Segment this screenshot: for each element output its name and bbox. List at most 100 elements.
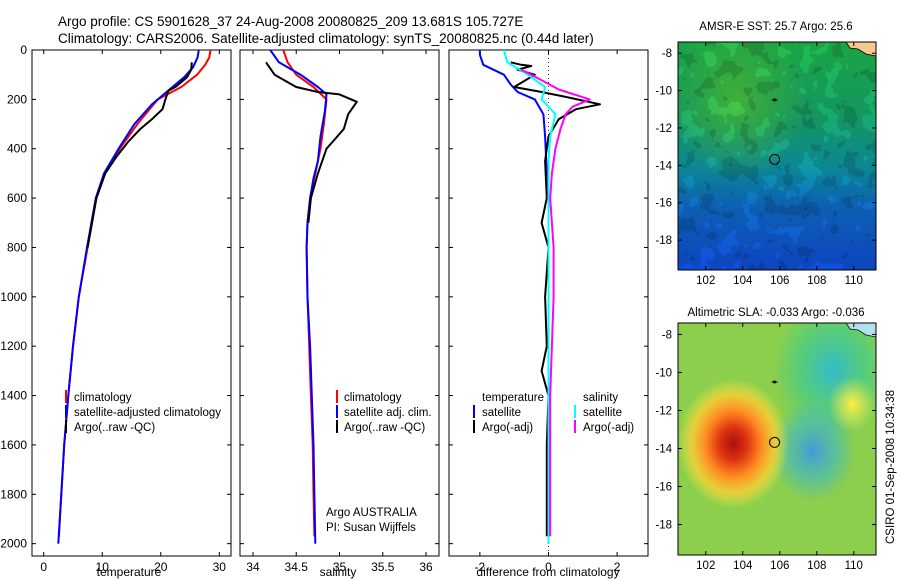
x-tick-label: 0 — [545, 560, 552, 574]
y-tick-label: 0 — [20, 43, 27, 57]
float-track-dot — [773, 380, 777, 384]
float-track-dot — [773, 98, 777, 102]
map-y-tick-label: -16 — [655, 482, 672, 494]
x-tick-label: -2 — [475, 560, 486, 574]
y-tick-label: 600 — [7, 191, 27, 205]
map-y-tick-label: -10 — [655, 367, 672, 379]
panel-frame — [31, 49, 232, 557]
salinity-satellite-line — [502, 50, 557, 544]
salinity-profile-panel: 34 34.5 35 35.5 36 salinity climatology sate… — [239, 49, 440, 579]
x-tick-label: 36 — [419, 560, 433, 574]
sst-colour-field — [678, 41, 877, 270]
salinity-profile-lines — [265, 50, 358, 544]
y-tick-label: 2000 — [0, 537, 27, 551]
temperature-profile-panel: 0 10 20 30 0 200 400 600 800 1000 1200 1400 1600 1800… — [0, 43, 232, 579]
map-y-tick-label: -8 — [662, 329, 672, 341]
y-tick-label: 400 — [7, 142, 27, 156]
x-tick-label: 35.5 — [371, 560, 395, 574]
y-tick-label: 1000 — [0, 290, 27, 304]
panel-frame — [239, 49, 440, 557]
map-y-tick-label: -14 — [655, 160, 672, 172]
map-x-tick-label: 110 — [845, 560, 863, 572]
map-y-tick-label: -10 — [655, 86, 672, 98]
legend-label-temp-argo: Argo(-adj) — [482, 422, 533, 434]
map-x-tick-label: 106 — [770, 275, 789, 287]
map-y-tick-label: -8 — [662, 48, 672, 60]
temperature-axis-ticks: 0 10 20 30 0 200 400 600 800 1000 1200 1400 1600 1800… — [0, 43, 231, 574]
map-x-tick-label: 102 — [696, 275, 715, 287]
difference-profile-lines — [478, 50, 601, 544]
map-x-tick-label: 102 — [696, 560, 715, 572]
salinity-axis-ticks: 34 34.5 35 35.5 36 — [240, 49, 439, 574]
sla-colour-field — [678, 322, 877, 555]
y-tick-label: 1800 — [0, 487, 27, 501]
legend-label-satellite: satellite adj. clim. — [344, 407, 432, 419]
legend-label-climatology: climatology — [74, 392, 132, 404]
legend-label-temp-satellite: satellite — [482, 407, 521, 419]
y-tick-label: 200 — [7, 92, 27, 106]
map-x-tick-label: 106 — [770, 560, 789, 572]
legend-heading-salinity: salinity — [583, 392, 618, 404]
legend-heading-temperature: temperature — [482, 392, 544, 404]
map-y-tick-label: -18 — [655, 235, 672, 247]
map-x-tick-label: 108 — [807, 275, 826, 287]
legend-label-sal-satellite: satellite — [583, 407, 622, 419]
argo-raw-qc-line — [86, 62, 193, 248]
figure-title-line2: Climatology: CARS2006. Satellite-adjuste… — [58, 31, 594, 46]
legend-label-satellite: satellite-adjusted climatology — [74, 407, 221, 419]
x-tick-label: 2 — [614, 560, 621, 574]
sst-map-title: AMSR-E SST: 25.7 Argo: 25.6 — [699, 21, 852, 33]
figure-title-line1: Argo profile: CS 5901628_37 24-Aug-2008 … — [58, 14, 523, 29]
x-tick-label: 34.5 — [285, 560, 309, 574]
profile-location-marker — [769, 436, 781, 448]
map-y-tick-label: -12 — [655, 123, 672, 135]
map-x-tick-label: 104 — [733, 560, 753, 572]
legend-label-climatology: climatology — [344, 392, 402, 404]
csiro-timestamp: CSIRO 01-Sep-2008 10:34:38 — [885, 390, 897, 544]
map-y-tick-label: -12 — [655, 405, 672, 417]
map-x-tick-label: 104 — [733, 275, 753, 287]
x-tick-label: 35 — [333, 560, 347, 574]
legend-label-argo: Argo(..raw -QC) — [344, 422, 425, 434]
sla-map-panel: Altimetric SLA: -0.033 Argo: -0.036 102 1… — [655, 307, 877, 572]
map-y-tick-label: -14 — [655, 444, 672, 456]
sla-map-frame — [677, 322, 877, 556]
y-tick-label: 800 — [7, 240, 27, 254]
map-x-tick-label: 110 — [845, 275, 863, 287]
legend-label-argo: Argo(..raw -QC) — [74, 422, 155, 434]
credit-pi: PI: Susan Wijffels — [326, 522, 416, 534]
difference-axis-ticks: -2 0 2 — [449, 49, 648, 574]
y-tick-label: 1600 — [0, 438, 27, 452]
y-tick-label: 1400 — [0, 389, 27, 403]
map-y-tick-label: -18 — [655, 520, 672, 532]
map-y-tick-label: -16 — [655, 198, 672, 210]
temperature-axis-label: temperature — [97, 565, 162, 579]
x-tick-label: 34 — [246, 560, 260, 574]
x-tick-label: 0 — [40, 560, 47, 574]
y-tick-label: 1200 — [0, 339, 27, 353]
salinity-legend: climatology satellite adj. clim. Argo(..… — [336, 390, 432, 434]
sla-map-title: Altimetric SLA: -0.033 Argo: -0.036 — [687, 307, 864, 319]
credit-program: Argo AUSTRALIA — [326, 507, 417, 519]
legend-label-sal-argo: Argo(-adj) — [583, 422, 634, 434]
sla-map-markers — [769, 380, 781, 448]
temperature-legend: climatology satellite-adjusted climatolo… — [65, 390, 221, 434]
salinity-axis-label: salinity — [320, 565, 357, 579]
sla-map-axis-ticks: 102 104 106 108 110 -8 -10 -12 -14 -16 -18 — [655, 323, 876, 572]
sst-map-frame — [677, 41, 877, 271]
x-tick-label: 20 — [154, 560, 168, 574]
salinity-argo-adj-line — [520, 68, 591, 537]
sst-map-axis-ticks: 102 104 106 108 110 -8 -10 -12 -14 -16 -18 — [655, 42, 876, 287]
sst-map-markers — [769, 98, 781, 165]
map-x-tick-label: 108 — [807, 560, 826, 572]
difference-axis-label: difference from climatology — [476, 565, 619, 579]
profile-location-marker — [769, 153, 781, 165]
satellite-adj-clim-line — [269, 50, 328, 544]
sst-map-panel: AMSR-E SST: 25.7 Argo: 25.6 102 104 106 108… — [655, 21, 877, 287]
x-tick-label: 10 — [96, 560, 110, 574]
difference-profile-panel: -2 0 2 difference from climatology tempera… — [448, 49, 649, 579]
argo-raw-qc-line — [265, 61, 358, 223]
x-tick-label: 30 — [213, 560, 227, 574]
difference-legend: temperature salinity satellite Argo(-adj… — [473, 392, 634, 434]
